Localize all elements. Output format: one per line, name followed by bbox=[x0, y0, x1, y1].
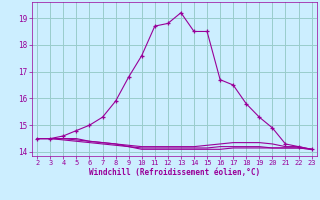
X-axis label: Windchill (Refroidissement éolien,°C): Windchill (Refroidissement éolien,°C) bbox=[89, 168, 260, 177]
